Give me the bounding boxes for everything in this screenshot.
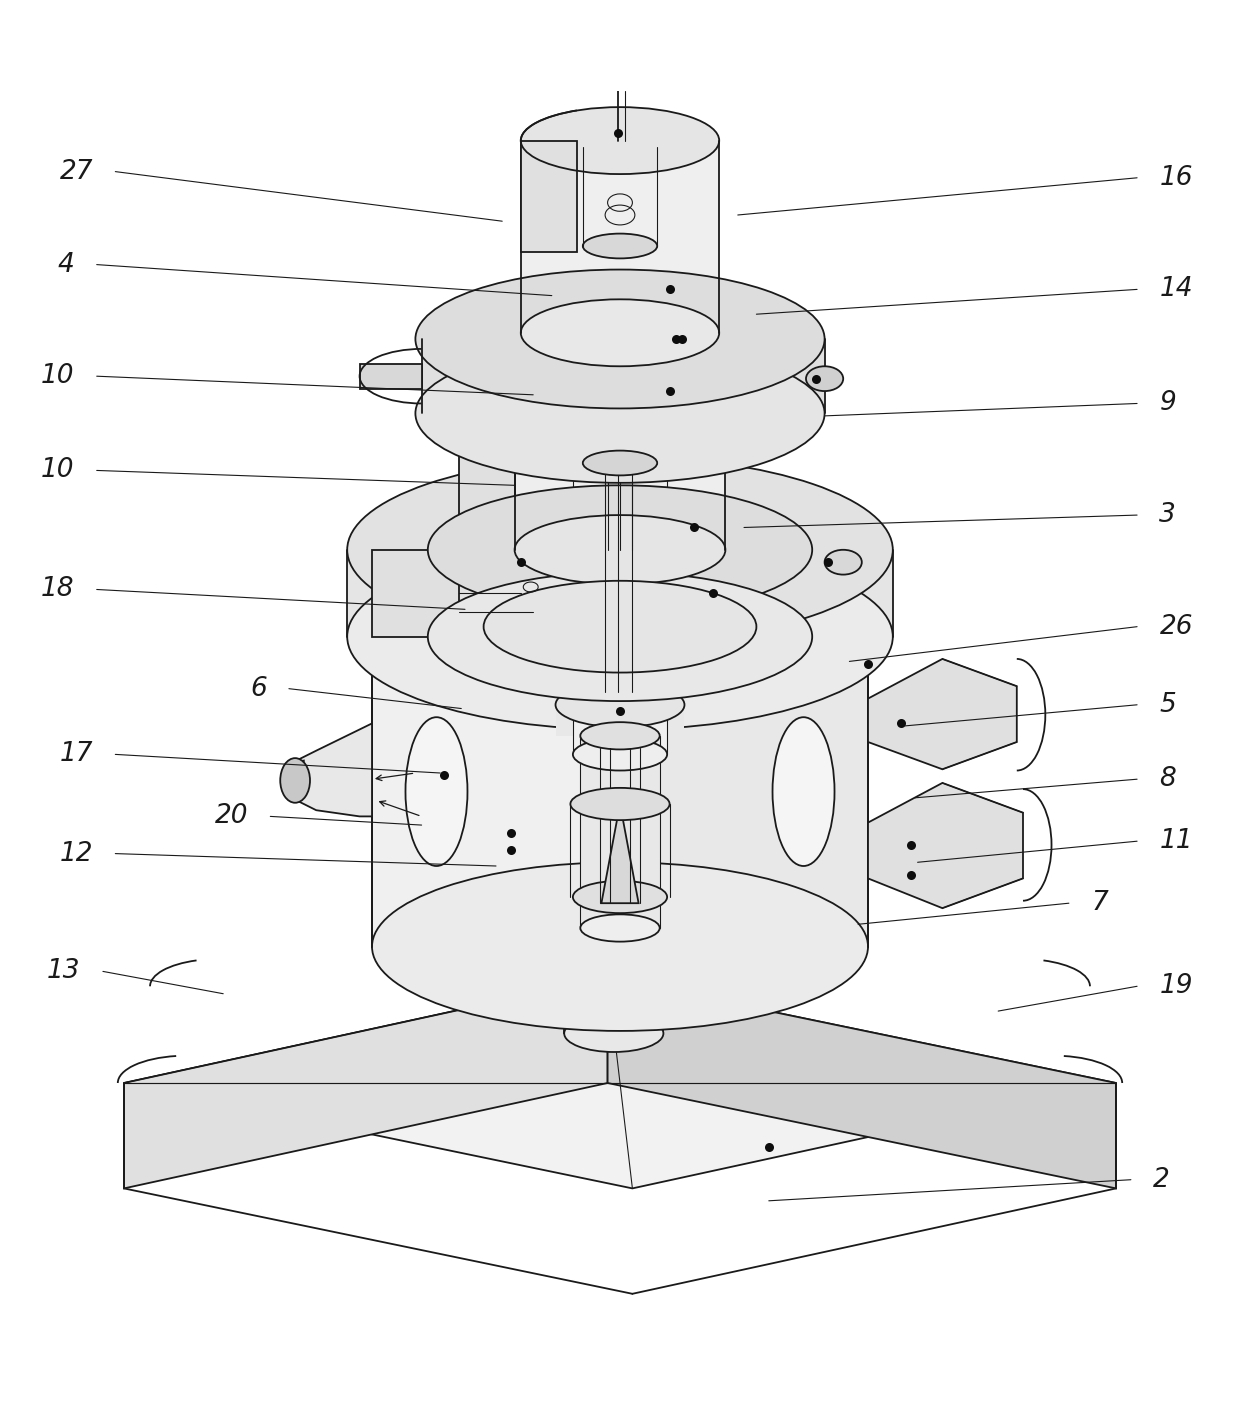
Polygon shape: [124, 977, 1116, 1189]
Text: 16: 16: [1159, 165, 1193, 191]
Text: 8: 8: [1159, 766, 1177, 792]
Ellipse shape: [580, 914, 660, 941]
Text: 26: 26: [1159, 614, 1193, 640]
Ellipse shape: [428, 572, 812, 701]
Ellipse shape: [580, 722, 660, 749]
Polygon shape: [347, 550, 893, 637]
Text: 7: 7: [1091, 890, 1109, 916]
Text: 4: 4: [57, 252, 74, 277]
Ellipse shape: [583, 451, 657, 475]
Text: 11: 11: [1159, 828, 1193, 855]
Ellipse shape: [428, 485, 812, 614]
Polygon shape: [515, 364, 725, 550]
Polygon shape: [868, 658, 1017, 769]
Polygon shape: [372, 637, 868, 947]
Text: 2: 2: [1153, 1166, 1171, 1193]
Ellipse shape: [484, 597, 756, 688]
Text: 12: 12: [60, 840, 93, 866]
Ellipse shape: [372, 862, 868, 1031]
Ellipse shape: [583, 233, 657, 259]
Polygon shape: [601, 803, 639, 903]
Text: 10: 10: [41, 363, 74, 390]
Text: 3: 3: [1159, 502, 1177, 528]
Polygon shape: [573, 438, 667, 755]
Ellipse shape: [347, 543, 893, 729]
Polygon shape: [459, 364, 515, 550]
Ellipse shape: [280, 758, 310, 803]
Polygon shape: [564, 958, 663, 1034]
Polygon shape: [521, 141, 719, 333]
Text: 6: 6: [249, 675, 267, 701]
Polygon shape: [868, 784, 1023, 909]
Ellipse shape: [773, 717, 835, 866]
Ellipse shape: [484, 580, 756, 673]
Text: 9: 9: [1159, 391, 1177, 417]
Ellipse shape: [570, 788, 670, 820]
Text: 20: 20: [215, 803, 248, 829]
Polygon shape: [291, 761, 304, 798]
Ellipse shape: [405, 717, 467, 866]
Polygon shape: [608, 977, 1116, 1189]
Ellipse shape: [521, 299, 719, 367]
Ellipse shape: [515, 515, 725, 584]
Ellipse shape: [515, 328, 725, 398]
Polygon shape: [580, 735, 660, 929]
Polygon shape: [620, 552, 868, 947]
Polygon shape: [484, 627, 756, 643]
Polygon shape: [372, 552, 620, 947]
Ellipse shape: [573, 738, 667, 771]
Polygon shape: [360, 364, 422, 388]
Text: 14: 14: [1159, 276, 1193, 303]
Ellipse shape: [825, 550, 862, 574]
Text: 18: 18: [41, 576, 74, 603]
Ellipse shape: [556, 683, 684, 727]
Ellipse shape: [372, 552, 868, 721]
Ellipse shape: [564, 1015, 663, 1052]
Text: 17: 17: [60, 741, 93, 768]
Ellipse shape: [521, 107, 719, 173]
Text: 5: 5: [1159, 691, 1177, 718]
Ellipse shape: [573, 422, 667, 454]
Polygon shape: [521, 141, 577, 252]
Polygon shape: [556, 705, 684, 735]
Ellipse shape: [806, 367, 843, 391]
Ellipse shape: [415, 270, 825, 408]
Polygon shape: [291, 724, 372, 816]
Text: 19: 19: [1159, 973, 1193, 1000]
Polygon shape: [124, 977, 608, 1189]
Ellipse shape: [347, 456, 893, 643]
Polygon shape: [422, 338, 825, 414]
Ellipse shape: [415, 344, 825, 483]
Text: 27: 27: [60, 159, 93, 185]
Text: 10: 10: [41, 458, 74, 483]
Text: 13: 13: [47, 958, 81, 984]
Ellipse shape: [564, 940, 663, 977]
Polygon shape: [372, 550, 459, 637]
Ellipse shape: [573, 880, 667, 913]
